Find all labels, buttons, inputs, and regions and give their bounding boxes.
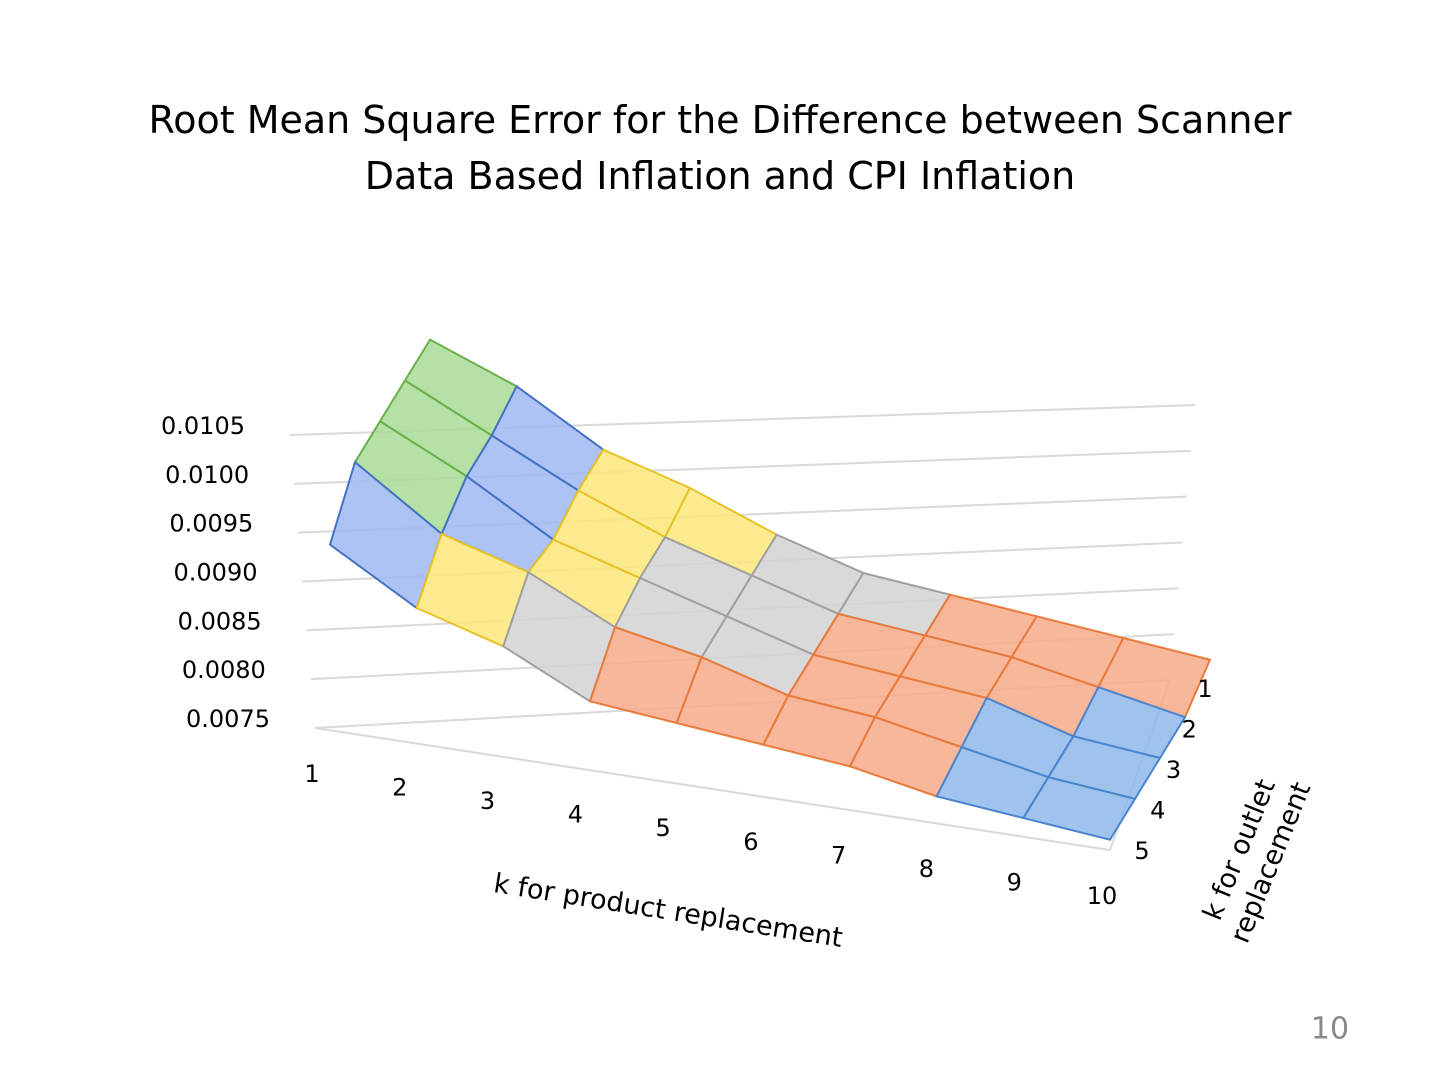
y-tick-label: 0.0090 xyxy=(174,559,258,587)
x-tick-label: 8 xyxy=(919,855,934,883)
depth-axis-label: k for outletreplacement xyxy=(1193,765,1317,947)
x-tick-label: 1 xyxy=(304,760,319,788)
x-tick-label: 7 xyxy=(831,841,846,869)
x-tick-label: 3 xyxy=(480,787,495,815)
x-tick-label: 4 xyxy=(568,801,583,829)
y-tick-label: 0.0085 xyxy=(178,607,262,635)
surface-cell xyxy=(1021,776,1137,841)
chart-title: Root Mean Square Error for the Differenc… xyxy=(149,98,1292,198)
depth-tick-label: 4 xyxy=(1150,797,1165,825)
depth-tick-label: 5 xyxy=(1134,837,1149,865)
y-tick-label: 0.0105 xyxy=(161,412,245,440)
surface xyxy=(328,338,1212,841)
x-tick-label: 9 xyxy=(1007,868,1022,896)
depth-tick-label: 1 xyxy=(1197,675,1212,703)
floor-edge xyxy=(314,727,1111,851)
x-tick-label: 10 xyxy=(1087,882,1118,910)
y-tick-label: 0.0080 xyxy=(182,656,266,684)
y-tick-label: 0.0095 xyxy=(169,510,253,538)
x-tick-label: 2 xyxy=(392,774,407,802)
depth-tick-label: 2 xyxy=(1182,716,1197,744)
y-tick-label: 0.0075 xyxy=(186,705,270,733)
y-tick-label: 0.0100 xyxy=(165,461,249,489)
depth-tick-label: 3 xyxy=(1166,756,1181,784)
x-axis-label: k for product replacement xyxy=(492,868,845,954)
x-tick-label: 6 xyxy=(743,828,758,856)
page-number: 10 xyxy=(1311,1012,1349,1047)
x-tick-label: 5 xyxy=(655,814,670,842)
